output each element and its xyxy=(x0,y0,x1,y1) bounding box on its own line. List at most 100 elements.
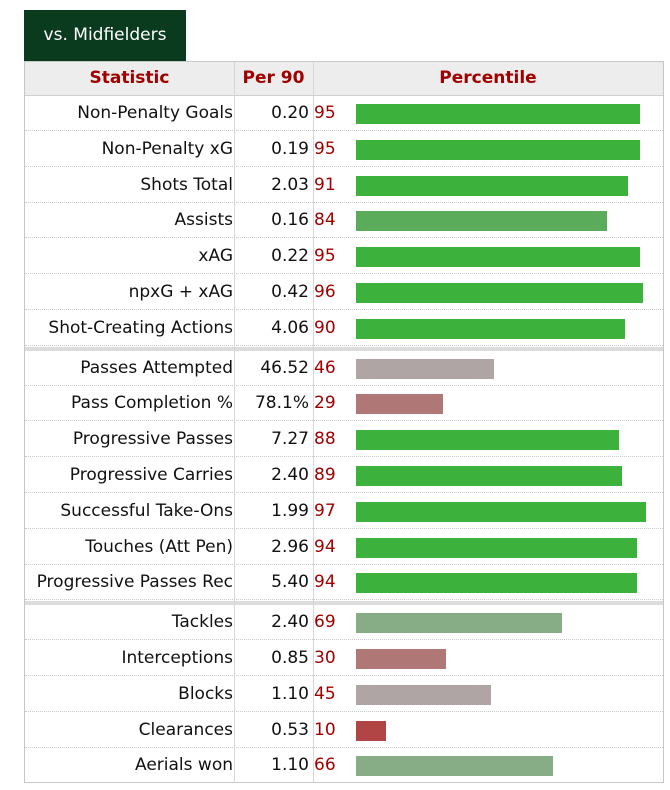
percentile-bar xyxy=(356,175,628,196)
table-row: npxG + xAG 0.42 96 xyxy=(25,275,663,310)
per90-value: 2.40 xyxy=(271,465,309,485)
percentile-bar xyxy=(356,394,443,415)
percentile-bar xyxy=(356,613,562,634)
statistic-label: Progressive Passes Rec xyxy=(36,572,233,593)
table-row: Successful Take-Ons 1.99 97 xyxy=(25,494,663,529)
percentile-value: 97 xyxy=(314,500,336,521)
table-row: Touches (Att Pen) 2.96 94 xyxy=(25,530,663,565)
statistic-label: Non-Penalty Goals xyxy=(77,103,233,123)
per90-value: 46.52 xyxy=(260,357,309,378)
table-row: Progressive Passes Rec 5.40 94 xyxy=(25,565,663,601)
percentile-value: 95 xyxy=(314,138,336,159)
per90-value: 1.99 xyxy=(271,500,309,521)
table-row: Clearances 0.53 10 xyxy=(25,713,663,748)
percentile-bar xyxy=(356,649,446,669)
header-per90: Per 90 xyxy=(242,68,305,88)
group-separator xyxy=(25,601,663,606)
percentile-value: 46 xyxy=(314,357,336,378)
percentile-bar xyxy=(356,139,640,160)
percentile-value: 94 xyxy=(314,536,336,557)
percentile-bar xyxy=(356,318,625,339)
per90-value: 1.10 xyxy=(271,683,309,704)
statistic-label: Tackles xyxy=(171,612,233,633)
statistic-label: Shots Total xyxy=(140,174,233,195)
percentile-value: 69 xyxy=(314,612,336,633)
per90-value: 1.10 xyxy=(271,755,309,776)
per90-value: 0.19 xyxy=(271,138,309,159)
percentile-value: 45 xyxy=(314,683,336,704)
percentile-bar xyxy=(356,756,553,777)
statistic-label: Blocks xyxy=(178,683,233,704)
scouting-report-table: Statistic Per 90 Percentile Non-Penalty … xyxy=(24,61,664,784)
percentile-bar xyxy=(356,537,637,558)
percentile-value: 29 xyxy=(314,393,336,414)
table-row: xAG 0.22 95 xyxy=(25,239,663,275)
column-divider xyxy=(313,62,314,782)
statistic-label: xAG xyxy=(198,246,233,267)
percentile-bar xyxy=(356,104,640,124)
percentile-value: 94 xyxy=(314,572,336,593)
percentile-value: 96 xyxy=(314,282,336,302)
statistic-label: Touches (Att Pen) xyxy=(85,536,233,557)
table-row: Shot-Creating Actions 4.06 90 xyxy=(25,311,663,346)
per90-value: 0.20 xyxy=(271,103,309,123)
table-row: Non-Penalty xG 0.19 95 xyxy=(25,132,663,167)
header-statistic: Statistic xyxy=(89,68,170,88)
group-separator xyxy=(25,346,663,351)
per90-value: 0.42 xyxy=(271,282,309,302)
table-row: Pass Completion % 78.1% 29 xyxy=(25,386,663,422)
statistic-label: Aerials won xyxy=(135,755,233,776)
percentile-bar xyxy=(356,466,622,486)
statistic-label: Clearances xyxy=(138,719,233,740)
percentile-bar xyxy=(356,211,607,232)
percentile-bar xyxy=(356,684,491,705)
percentile-value: 95 xyxy=(314,103,336,123)
table-row: Progressive Carries 2.40 89 xyxy=(25,458,663,493)
column-divider xyxy=(234,62,235,782)
percentile-bar xyxy=(356,720,386,741)
statistic-label: Passes Attempted xyxy=(80,357,233,378)
percentile-value: 88 xyxy=(314,429,336,450)
per90-value: 2.40 xyxy=(271,612,309,633)
per90-value: 4.06 xyxy=(271,317,309,338)
per90-value: 0.53 xyxy=(271,719,309,740)
percentile-bar xyxy=(356,358,494,379)
percentile-value: 10 xyxy=(314,719,336,740)
statistic-label: Pass Completion % xyxy=(71,393,233,414)
table-header: Statistic Per 90 Percentile xyxy=(25,62,663,96)
percentile-value: 91 xyxy=(314,174,336,195)
statistic-label: Progressive Passes xyxy=(72,429,233,450)
statistic-label: npxG + xAG xyxy=(128,282,233,302)
tab-vs-midfielders[interactable]: vs. Midfielders xyxy=(24,10,186,61)
percentile-value: 66 xyxy=(314,755,336,776)
table-row: Blocks 1.10 45 xyxy=(25,677,663,712)
percentile-bar xyxy=(356,247,640,268)
per90-value: 5.40 xyxy=(271,572,309,593)
per90-value: 7.27 xyxy=(271,429,309,450)
table-row: Interceptions 0.85 30 xyxy=(25,641,663,676)
statistic-label: Non-Penalty xG xyxy=(101,138,233,159)
statistic-label: Assists xyxy=(174,210,233,231)
per90-value: 0.16 xyxy=(271,210,309,231)
table-row: Non-Penalty Goals 0.20 95 xyxy=(25,96,663,131)
percentile-value: 89 xyxy=(314,465,336,485)
percentile-bar xyxy=(356,573,637,594)
percentile-value: 30 xyxy=(314,648,336,668)
table-row: Shots Total 2.03 91 xyxy=(25,168,663,203)
statistic-label: Progressive Carries xyxy=(69,465,233,485)
per90-value: 2.03 xyxy=(271,174,309,195)
table-row: Progressive Passes 7.27 88 xyxy=(25,422,663,458)
per90-value: 0.85 xyxy=(271,648,309,668)
percentile-value: 90 xyxy=(314,317,336,338)
table-row: Passes Attempted 46.52 46 xyxy=(25,351,663,386)
percentile-value: 95 xyxy=(314,246,336,267)
per90-value: 2.96 xyxy=(271,536,309,557)
statistic-label: Successful Take-Ons xyxy=(60,500,233,521)
percentile-bar xyxy=(356,430,619,451)
percentile-value: 84 xyxy=(314,210,336,231)
header-percentile: Percentile xyxy=(439,68,537,88)
per90-value: 78.1% xyxy=(254,393,309,414)
per90-value: 0.22 xyxy=(271,246,309,267)
tab-label: vs. Midfielders xyxy=(43,25,167,45)
percentile-bar xyxy=(356,501,646,522)
